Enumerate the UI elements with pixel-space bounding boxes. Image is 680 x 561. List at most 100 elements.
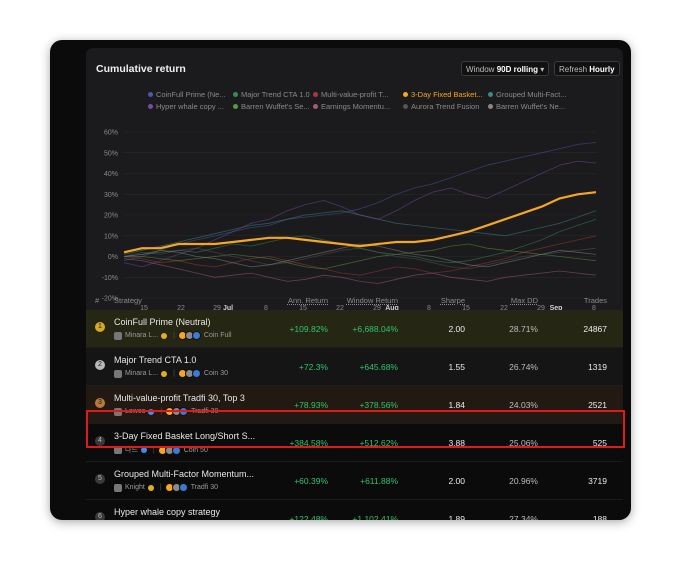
strategy-meta: Knight | Tradfi 30 — [114, 483, 218, 492]
strategy-name[interactable]: CoinFull Prime (Neutral) — [114, 317, 211, 327]
max-dd-value: 26.74% — [509, 362, 538, 372]
ann-return-value: +122.48% — [289, 514, 328, 520]
account-name: Coin Full — [203, 332, 232, 339]
window-value: 90D rolling — [496, 65, 539, 74]
window-label: Window — [466, 65, 495, 74]
rank-badge: 3 — [95, 398, 105, 408]
legend-dot-icon — [313, 92, 318, 97]
legend-dot-icon — [403, 104, 408, 109]
window-return-value: +645.68% — [359, 362, 398, 372]
coin-icon — [178, 483, 188, 492]
x-tick-label: 8 — [427, 305, 431, 312]
header-trades[interactable]: Trades — [583, 296, 607, 305]
header-strategy: Strategy — [114, 296, 142, 305]
legend-dot-icon — [488, 104, 493, 109]
legend-item[interactable]: Barren Wuffet's Ne... — [488, 102, 565, 111]
cumulative-return-card: Cumulative return Window 90D rolling ▾ R… — [86, 48, 623, 321]
window-select[interactable]: Window 90D rolling ▾ — [461, 61, 550, 76]
strategy-name[interactable]: Grouped Multi-Factor Momentum... — [114, 469, 255, 479]
y-tick-label: -20% — [102, 296, 118, 303]
owner-name[interactable]: Minara L... — [125, 332, 159, 339]
y-tick-label: -10% — [102, 275, 118, 282]
strategy-name[interactable]: Multi-value-profit Tradfi 30, Top 3 — [114, 393, 245, 403]
header-window-return[interactable]: Window Return — [346, 296, 398, 305]
legend-dot-icon — [233, 104, 238, 109]
header-ann-return[interactable]: Ann. Return — [287, 296, 328, 305]
legend-item[interactable]: Earnings Momentu... — [313, 102, 390, 111]
series-line — [124, 243, 597, 270]
series-line — [123, 191, 597, 254]
sharpe-value: 1.55 — [448, 362, 465, 372]
legend-dot-icon — [313, 104, 318, 109]
max-dd-value: 24.03% — [509, 400, 538, 410]
legend-dot-icon — [403, 92, 408, 97]
strategy-name[interactable]: 3-Day Fixed Basket Long/Short S... — [114, 431, 256, 441]
table-row[interactable]: 1 CoinFull Prime (Neutral) Minara L... | Coi… — [86, 310, 623, 348]
avatar — [114, 331, 122, 340]
ann-return-value: +72.3% — [298, 362, 328, 372]
table-row[interactable]: 2 Major Trend CTA 1.0 Minara L... | Coin 30 +… — [86, 348, 623, 386]
avatar — [114, 446, 122, 454]
trades-value: 188 — [592, 514, 607, 520]
window-return-value: +378.56% — [359, 400, 398, 410]
owner-name[interactable]: 나드 — [125, 447, 138, 454]
strategy-name[interactable]: Major Trend CTA 1.0 — [114, 355, 197, 365]
trades-value: 24867 — [583, 324, 607, 334]
legend-label: CoinFull Prime (Ne... — [156, 90, 226, 99]
x-tick-label: Sep — [550, 305, 563, 312]
legend-label: Grouped Multi-Fact... — [496, 90, 567, 99]
legend-item[interactable]: 3-Day Fixed Basket... — [403, 90, 483, 99]
legend-label: Barren Wuffet's Ne... — [496, 102, 566, 111]
series-line — [123, 258, 597, 284]
strategy-meta: Minara L... | Coin Full — [114, 331, 232, 340]
owner-name[interactable]: Minara L... — [125, 370, 159, 377]
table-row[interactable]: 4 3-Day Fixed Basket Long/Short S... 나드 | Co… — [86, 424, 623, 462]
y-tick-label: 0% — [108, 254, 118, 261]
trades-value: 3719 — [588, 476, 607, 486]
legend-label: Multi-value-profit T... — [321, 90, 389, 99]
header-max-dd[interactable]: Max DD — [510, 296, 538, 305]
series-line — [123, 235, 597, 276]
table-row[interactable]: 5 Grouped Multi-Factor Momentum... Knight |… — [86, 462, 623, 500]
ann-return-value: +78.93% — [294, 400, 328, 410]
sharpe-value: 3.88 — [448, 438, 465, 448]
legend-dot-icon — [233, 92, 238, 97]
refresh-value: Hourly — [589, 65, 615, 74]
owner-name[interactable]: Knight — [125, 484, 145, 491]
y-tick-label: 60% — [104, 130, 118, 137]
divider: | — [159, 484, 162, 491]
header-sharpe[interactable]: Sharpe — [440, 296, 465, 305]
legend-item[interactable]: Hyper whale copy ... — [148, 102, 224, 111]
legend-dot-icon — [488, 92, 493, 97]
table-row[interactable]: 3 Multi-value-profit Tradfi 30, Top 3 Lowe… — [86, 386, 623, 424]
refresh-select[interactable]: Refresh Hourly — [554, 61, 620, 76]
divider: | — [173, 370, 175, 377]
y-tick-label: 40% — [104, 171, 118, 178]
ann-return-value: +384.58% — [289, 438, 328, 448]
rank-badge: 6 — [95, 512, 105, 520]
verified-icon — [161, 370, 168, 377]
sharpe-value: 1.84 — [448, 400, 465, 410]
rank-badge: 4 — [95, 436, 105, 446]
legend-item[interactable]: Major Trend CTA 1.0 — [233, 90, 310, 99]
window-return-value: +1,102.41% — [352, 514, 398, 520]
strategy-name[interactable]: Hyper whale copy strategy — [114, 507, 221, 517]
legend-item[interactable]: Grouped Multi-Fact... — [488, 90, 566, 99]
ann-return-value: +109.82% — [289, 324, 328, 334]
trades-value: 1319 — [588, 362, 607, 372]
divider: | — [152, 446, 155, 454]
series-line — [123, 160, 597, 268]
legend-item[interactable]: Barren Wuffet's Se... — [233, 102, 310, 111]
legend-item[interactable]: Aurora Trend Fusion — [403, 102, 479, 111]
app-window: Cumulative return Window 90D rolling ▾ R… — [50, 40, 631, 520]
sharpe-value: 1.89 — [448, 514, 465, 520]
series-line — [123, 142, 597, 262]
x-tick-label: 15 — [140, 305, 148, 312]
max-dd-value: 28.71% — [509, 324, 538, 334]
legend-dot-icon — [148, 104, 153, 109]
legend-item[interactable]: CoinFull Prime (Ne... — [148, 90, 226, 99]
legend-label: Barren Wuffet's Se... — [241, 102, 310, 111]
legend-label: Earnings Momentu... — [321, 102, 391, 111]
legend-item[interactable]: Multi-value-profit T... — [313, 90, 388, 99]
